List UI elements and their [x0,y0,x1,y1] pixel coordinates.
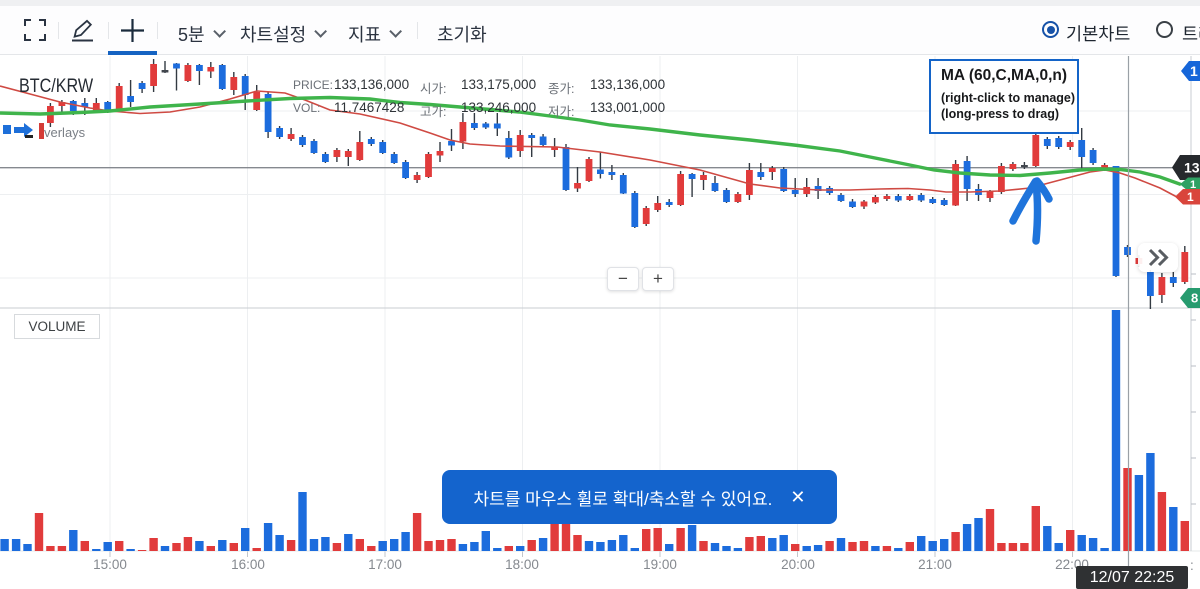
svg-text:8: 8 [1191,291,1198,306]
svg-text:1: 1 [1187,190,1194,204]
svg-text:1: 1 [1190,179,1196,191]
svg-text:1: 1 [1190,63,1198,79]
svg-text:13: 13 [1184,160,1200,176]
